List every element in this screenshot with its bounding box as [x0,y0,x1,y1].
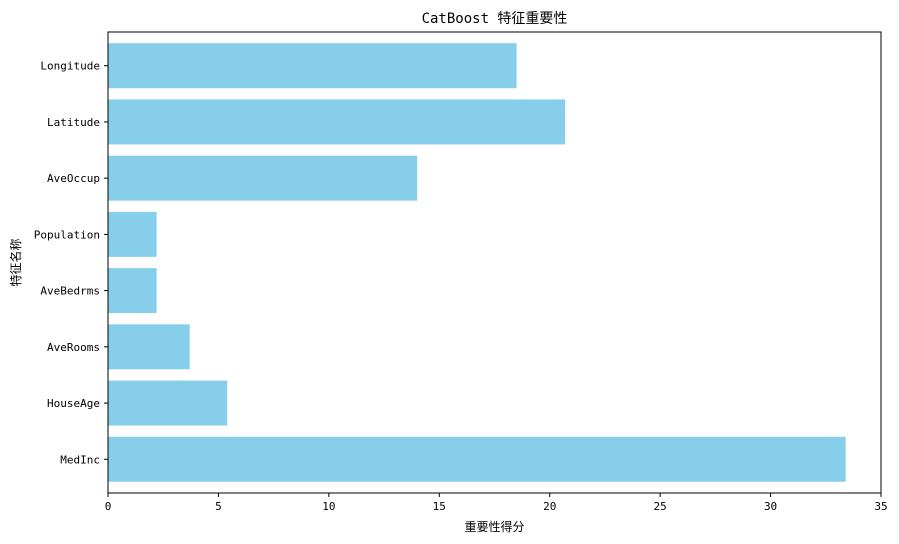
x-tick-label: 25 [654,500,667,513]
x-tick-label: 5 [215,500,222,513]
x-tick-label: 10 [322,500,335,513]
y-axis-ticks: MedInc HouseAge AveRooms AveBedrms Populatio… [34,60,108,467]
bar-medinc [108,437,846,482]
x-tick-label: 35 [874,500,887,513]
y-tick-label-population: Population [34,228,100,241]
bar-population [108,212,157,257]
bar-latitude [108,99,565,144]
chart-title: CatBoost 特征重要性 [422,11,568,27]
x-tick-label: 30 [764,500,777,513]
x-tick-label: 0 [105,500,112,513]
y-tick-label-medinc: MedInc [60,453,100,466]
x-tick-label: 15 [433,500,446,513]
y-tick-label-avebedrms: AveBedrms [40,285,100,298]
bar-aveoccup [108,156,417,201]
y-tick-label-averooms: AveRooms [47,341,100,354]
y-tick-label-latitude: Latitude [47,116,100,129]
bar-avebedrms [108,268,157,313]
x-tick-label: 20 [543,500,556,513]
bar-averooms [108,324,190,369]
x-axis-ticks: 0 5 10 15 20 25 30 35 [105,493,888,513]
bar-houseage [108,381,227,426]
x-axis-label: 重要性得分 [464,519,524,534]
y-axis-label: 特征名称 [8,238,23,286]
bars-group [108,43,846,482]
y-tick-label-aveoccup: AveOccup [47,172,100,185]
bar-longitude [108,43,517,88]
y-tick-label-longitude: Longitude [40,60,100,73]
y-tick-label-houseage: HouseAge [47,397,100,410]
